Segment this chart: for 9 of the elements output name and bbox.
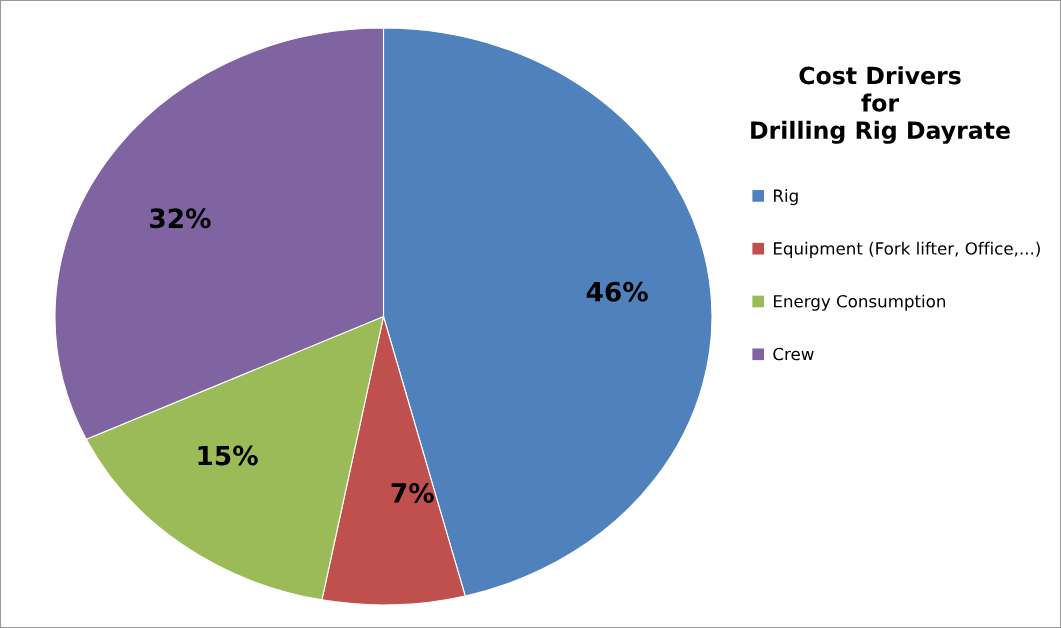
data-label: 32% <box>150 208 211 229</box>
data-label: 46% <box>586 281 648 302</box>
legend-label: Energy Consumption <box>774 294 946 311</box>
legend-label: Crew <box>773 347 814 361</box>
legend-label: Equipment (Fork lifter, Office,...) <box>774 241 1040 258</box>
data-label: 15% <box>198 445 258 466</box>
legend-label: Rig <box>774 189 798 206</box>
data-label: 7% <box>391 482 434 503</box>
text: Cost Drivers for Drilling Rig Dayrate <box>751 66 1010 144</box>
